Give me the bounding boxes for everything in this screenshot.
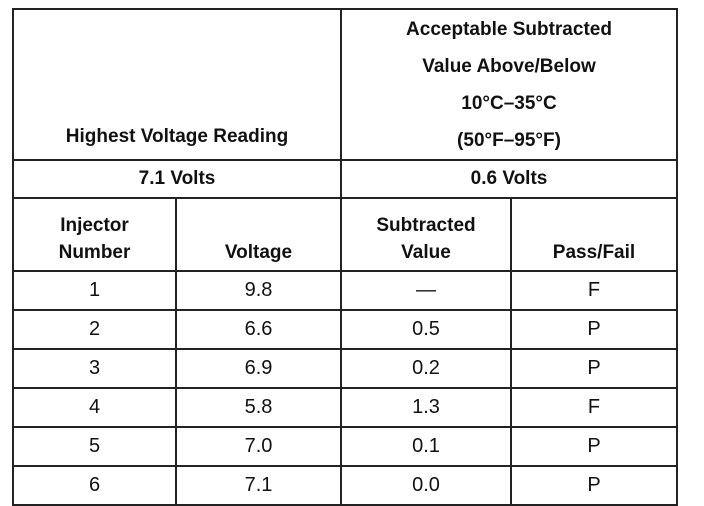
data-cell: — — [340, 270, 512, 311]
data-row: 5 7.0 0.1 P — [12, 426, 678, 467]
data-cell: 9.8 — [175, 270, 342, 311]
data-cell: P — [510, 465, 678, 506]
column-header-line: Injector — [60, 215, 129, 236]
column-header-row: Injector Number Voltage Subtracted Value Pass… — [12, 197, 678, 272]
data-cell: 0.5 — [340, 309, 512, 350]
data-cell: F — [510, 270, 678, 311]
data-cell: 7.0 — [175, 426, 342, 467]
data-cell: 0.2 — [340, 348, 512, 389]
right-title-line: Value Above/Below — [422, 56, 596, 77]
column-header-line: Value — [401, 242, 451, 263]
right-header-cell: Acceptable Subtracted Value Above/Below 10… — [340, 8, 678, 161]
column-header: Injector Number — [12, 197, 177, 272]
data-cell: 6.9 — [175, 348, 342, 389]
data-cell: 0.0 — [340, 465, 512, 506]
left-header-cell: Highest Voltage Reading — [12, 8, 342, 161]
data-cell: 3 — [12, 348, 177, 389]
data-cell: 0.1 — [340, 426, 512, 467]
data-cell: 6 — [12, 465, 177, 506]
data-cell: P — [510, 309, 678, 350]
header-row: Highest Voltage Reading Acceptable Subtr… — [12, 8, 678, 161]
column-header-line: Voltage — [224, 242, 293, 263]
summary-cell: 7.1 Volts — [12, 159, 342, 199]
data-cell: 6.6 — [175, 309, 342, 350]
right-title-line: 10°C–35°C — [461, 93, 557, 114]
column-header: Pass/Fail — [510, 197, 678, 272]
right-title-line: Acceptable Subtracted — [406, 19, 612, 40]
data-row: 4 5.8 1.3 F — [12, 387, 678, 428]
left-title: Highest Voltage Reading — [65, 126, 289, 147]
data-row: 3 6.9 0.2 P — [12, 348, 678, 389]
data-cell: 2 — [12, 309, 177, 350]
summary-cell: 0.6 Volts — [340, 159, 678, 199]
column-header-line: Number — [58, 242, 131, 263]
data-cell: 5.8 — [175, 387, 342, 428]
column-header: Subtracted Value — [340, 197, 512, 272]
data-row: 6 7.1 0.0 P — [12, 465, 678, 506]
data-cell: F — [510, 387, 678, 428]
injector-table: Highest Voltage Reading Acceptable Subtr… — [12, 8, 678, 506]
data-cell: 1.3 — [340, 387, 512, 428]
data-cell: 5 — [12, 426, 177, 467]
right-title-line: (50°F–95°F) — [457, 130, 561, 151]
data-cell: 7.1 — [175, 465, 342, 506]
data-row: 1 9.8— F — [12, 270, 678, 311]
column-header-line: Pass/Fail — [552, 242, 636, 263]
data-cell: P — [510, 348, 678, 389]
data-cell: 1 — [12, 270, 177, 311]
data-cell: 4 — [12, 387, 177, 428]
data-cell: P — [510, 426, 678, 467]
column-header: Voltage — [175, 197, 342, 272]
summary-row: 7.1 Volts 0.6 Volts — [12, 159, 678, 199]
column-header-line: Subtracted — [376, 215, 476, 236]
data-row: 2 6.6 0.5 P — [12, 309, 678, 350]
